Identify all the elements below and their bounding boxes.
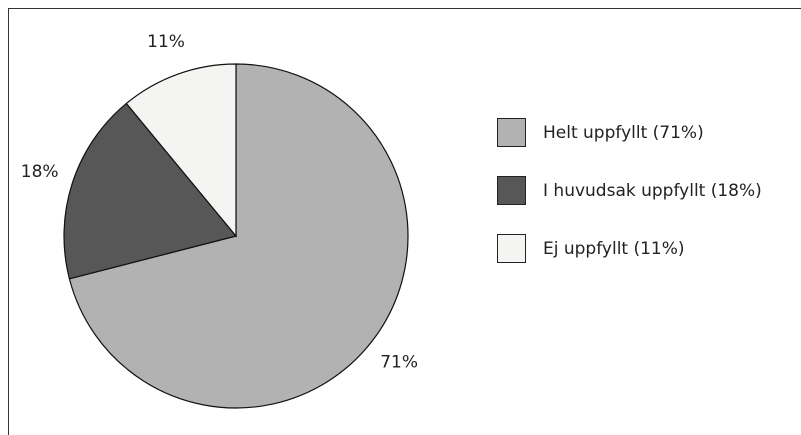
legend-label: Ej uppfyllt (11%) [543, 239, 685, 259]
legend-swatch [497, 118, 526, 147]
legend-swatch [497, 234, 526, 263]
pie-slice [68, 63, 409, 409]
slice-label: 11% [147, 32, 185, 52]
legend-label: I huvudsak uppfyllt (18%) [543, 181, 762, 201]
pie-slice [63, 102, 238, 280]
legend-label: Helt uppfyllt (71%) [543, 123, 704, 143]
frame [8, 8, 801, 435]
slice-label: 71% [380, 353, 418, 373]
slice-label: 18% [21, 162, 59, 182]
legend-swatch [497, 176, 526, 205]
pie-slice [125, 63, 237, 238]
